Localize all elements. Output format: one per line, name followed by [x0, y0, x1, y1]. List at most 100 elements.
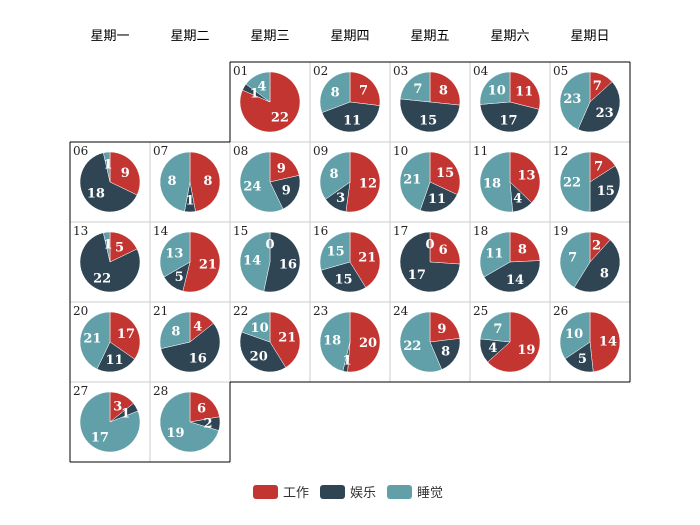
pie-slice[interactable] [159, 391, 220, 453]
pie-slice[interactable] [429, 151, 461, 195]
pie-slice[interactable] [573, 239, 621, 293]
pie-slice[interactable] [239, 331, 287, 373]
day-pie[interactable]: 21 4 16 8 [153, 304, 221, 373]
pie-slice[interactable] [79, 391, 141, 453]
pie-slice[interactable] [559, 71, 591, 130]
pie-slice[interactable] [319, 71, 351, 113]
pie-slice[interactable] [429, 71, 461, 106]
day-pie[interactable]: 12 7 15 22 [553, 144, 621, 213]
day-pie[interactable]: 16 21 15 15 [313, 224, 381, 293]
day-pie[interactable]: 24 9 8 22 [393, 304, 461, 373]
slice-value-label: 16 [279, 257, 297, 272]
pie-slice[interactable] [263, 231, 301, 293]
pie-slice[interactable] [160, 322, 221, 373]
day-pie[interactable]: 14 21 5 13 [153, 224, 221, 293]
pie-slice[interactable] [349, 231, 381, 288]
day-pie[interactable]: 22 21 20 10 [233, 304, 301, 373]
day-pie[interactable]: 11 13 4 18 [473, 144, 541, 213]
pie-slice[interactable] [79, 152, 138, 213]
day-pie[interactable]: 28 62 19 [153, 384, 221, 453]
pie-slice[interactable] [269, 311, 301, 368]
pie-slice[interactable] [319, 311, 351, 372]
pie-slice[interactable] [103, 231, 111, 263]
pie-slice[interactable] [419, 181, 458, 213]
day-pie[interactable]: 15 0 16 14 [233, 224, 301, 293]
day-pie[interactable]: 20 17 11 21 [73, 304, 141, 373]
pie-slice[interactable] [479, 101, 540, 133]
pie-slice[interactable] [487, 311, 541, 373]
pie-slice[interactable] [349, 71, 381, 106]
pie-slice[interactable] [319, 231, 351, 271]
pie-slice[interactable] [319, 151, 351, 200]
day-pie[interactable]: 27 31 17 [73, 384, 141, 453]
pie-slice[interactable] [429, 231, 461, 265]
pie-slice[interactable] [103, 151, 111, 183]
pie-slice[interactable] [509, 231, 541, 263]
pie-slice[interactable] [479, 231, 511, 278]
pie-slice[interactable] [269, 175, 301, 210]
pie-slice[interactable] [269, 151, 300, 183]
pie-slice[interactable] [429, 338, 461, 370]
pie-slice[interactable] [159, 311, 191, 349]
pie-slice[interactable] [399, 151, 431, 211]
pie-slice[interactable] [189, 391, 220, 423]
pie-slice[interactable] [483, 260, 541, 293]
day-pie[interactable]: 06 9 18 1 [73, 144, 141, 213]
pie-slice[interactable] [589, 165, 621, 213]
day-pie[interactable]: 03 815 7 [393, 64, 461, 133]
pie-slice[interactable] [321, 101, 381, 133]
pie-slice[interactable] [399, 71, 431, 103]
day-pie[interactable]: 01 22 14 [233, 64, 301, 133]
pie-slice[interactable] [559, 231, 591, 288]
legend-item[interactable]: 睡觉 [387, 485, 443, 501]
pie-slice[interactable] [189, 151, 221, 212]
pie-slice[interactable] [399, 311, 443, 373]
day-pie[interactable]: 25 19 4 7 [473, 304, 541, 373]
day-pie[interactable]: 19 2 8 7 [553, 224, 621, 293]
pie-slice[interactable] [559, 311, 591, 360]
day-pie[interactable]: 07 818 [153, 144, 221, 213]
pie-slice[interactable] [559, 151, 591, 213]
pie-slice[interactable] [159, 151, 191, 212]
pie-slice[interactable] [399, 98, 461, 133]
pie-slice[interactable] [96, 341, 135, 373]
day-pie[interactable]: 13 5 22 1 [73, 224, 141, 293]
pie-slice[interactable] [109, 151, 141, 196]
day-pie[interactable]: 17 6 17 0 [393, 224, 461, 293]
pie-slice[interactable] [239, 151, 284, 213]
pie-slice[interactable] [479, 151, 513, 213]
pie-slice[interactable] [245, 71, 271, 103]
pie-slice[interactable] [479, 311, 511, 343]
legend[interactable]: 工作 娱乐 睡觉 [253, 485, 443, 501]
pie-slice[interactable] [159, 231, 191, 278]
day-pie[interactable]: 05 7 23 23 [553, 64, 621, 133]
slice-value-label: 11 [515, 84, 533, 99]
pie-slice[interactable] [79, 311, 111, 370]
day-pie[interactable]: 09 12 3 8 [313, 144, 381, 213]
pie-slice[interactable] [479, 71, 511, 105]
legend-item[interactable]: 娱乐 [320, 485, 376, 501]
day-pie[interactable]: 04 11 17 10 [473, 64, 541, 133]
pie-slice[interactable] [347, 311, 381, 373]
day-pie[interactable]: 26 14 5 10 [553, 304, 621, 373]
day-pie[interactable]: 23 20 118 [313, 304, 381, 373]
pie-slice[interactable] [320, 261, 367, 293]
pie-slice[interactable] [429, 311, 461, 343]
pie-slice[interactable] [109, 311, 141, 360]
pie-slice[interactable] [182, 231, 221, 293]
day-pie[interactable]: 02 7 118 [313, 64, 381, 133]
pie-slice[interactable] [79, 232, 141, 293]
pie-slice[interactable] [399, 231, 461, 293]
pie-slice[interactable] [589, 311, 621, 373]
day-pie[interactable]: 08 9 9 24 [233, 144, 301, 213]
pie-slice[interactable] [509, 71, 541, 110]
legend-item[interactable]: 工作 [253, 485, 309, 501]
pie-slice[interactable] [239, 231, 271, 292]
pie-slice[interactable] [577, 81, 621, 133]
day-pie[interactable]: 10 15 11 21 [393, 144, 461, 213]
slice-value-label: 21 [358, 251, 376, 266]
pie-slice[interactable] [345, 151, 381, 213]
pie-slice[interactable] [241, 311, 271, 343]
pie-slice[interactable] [509, 151, 541, 204]
